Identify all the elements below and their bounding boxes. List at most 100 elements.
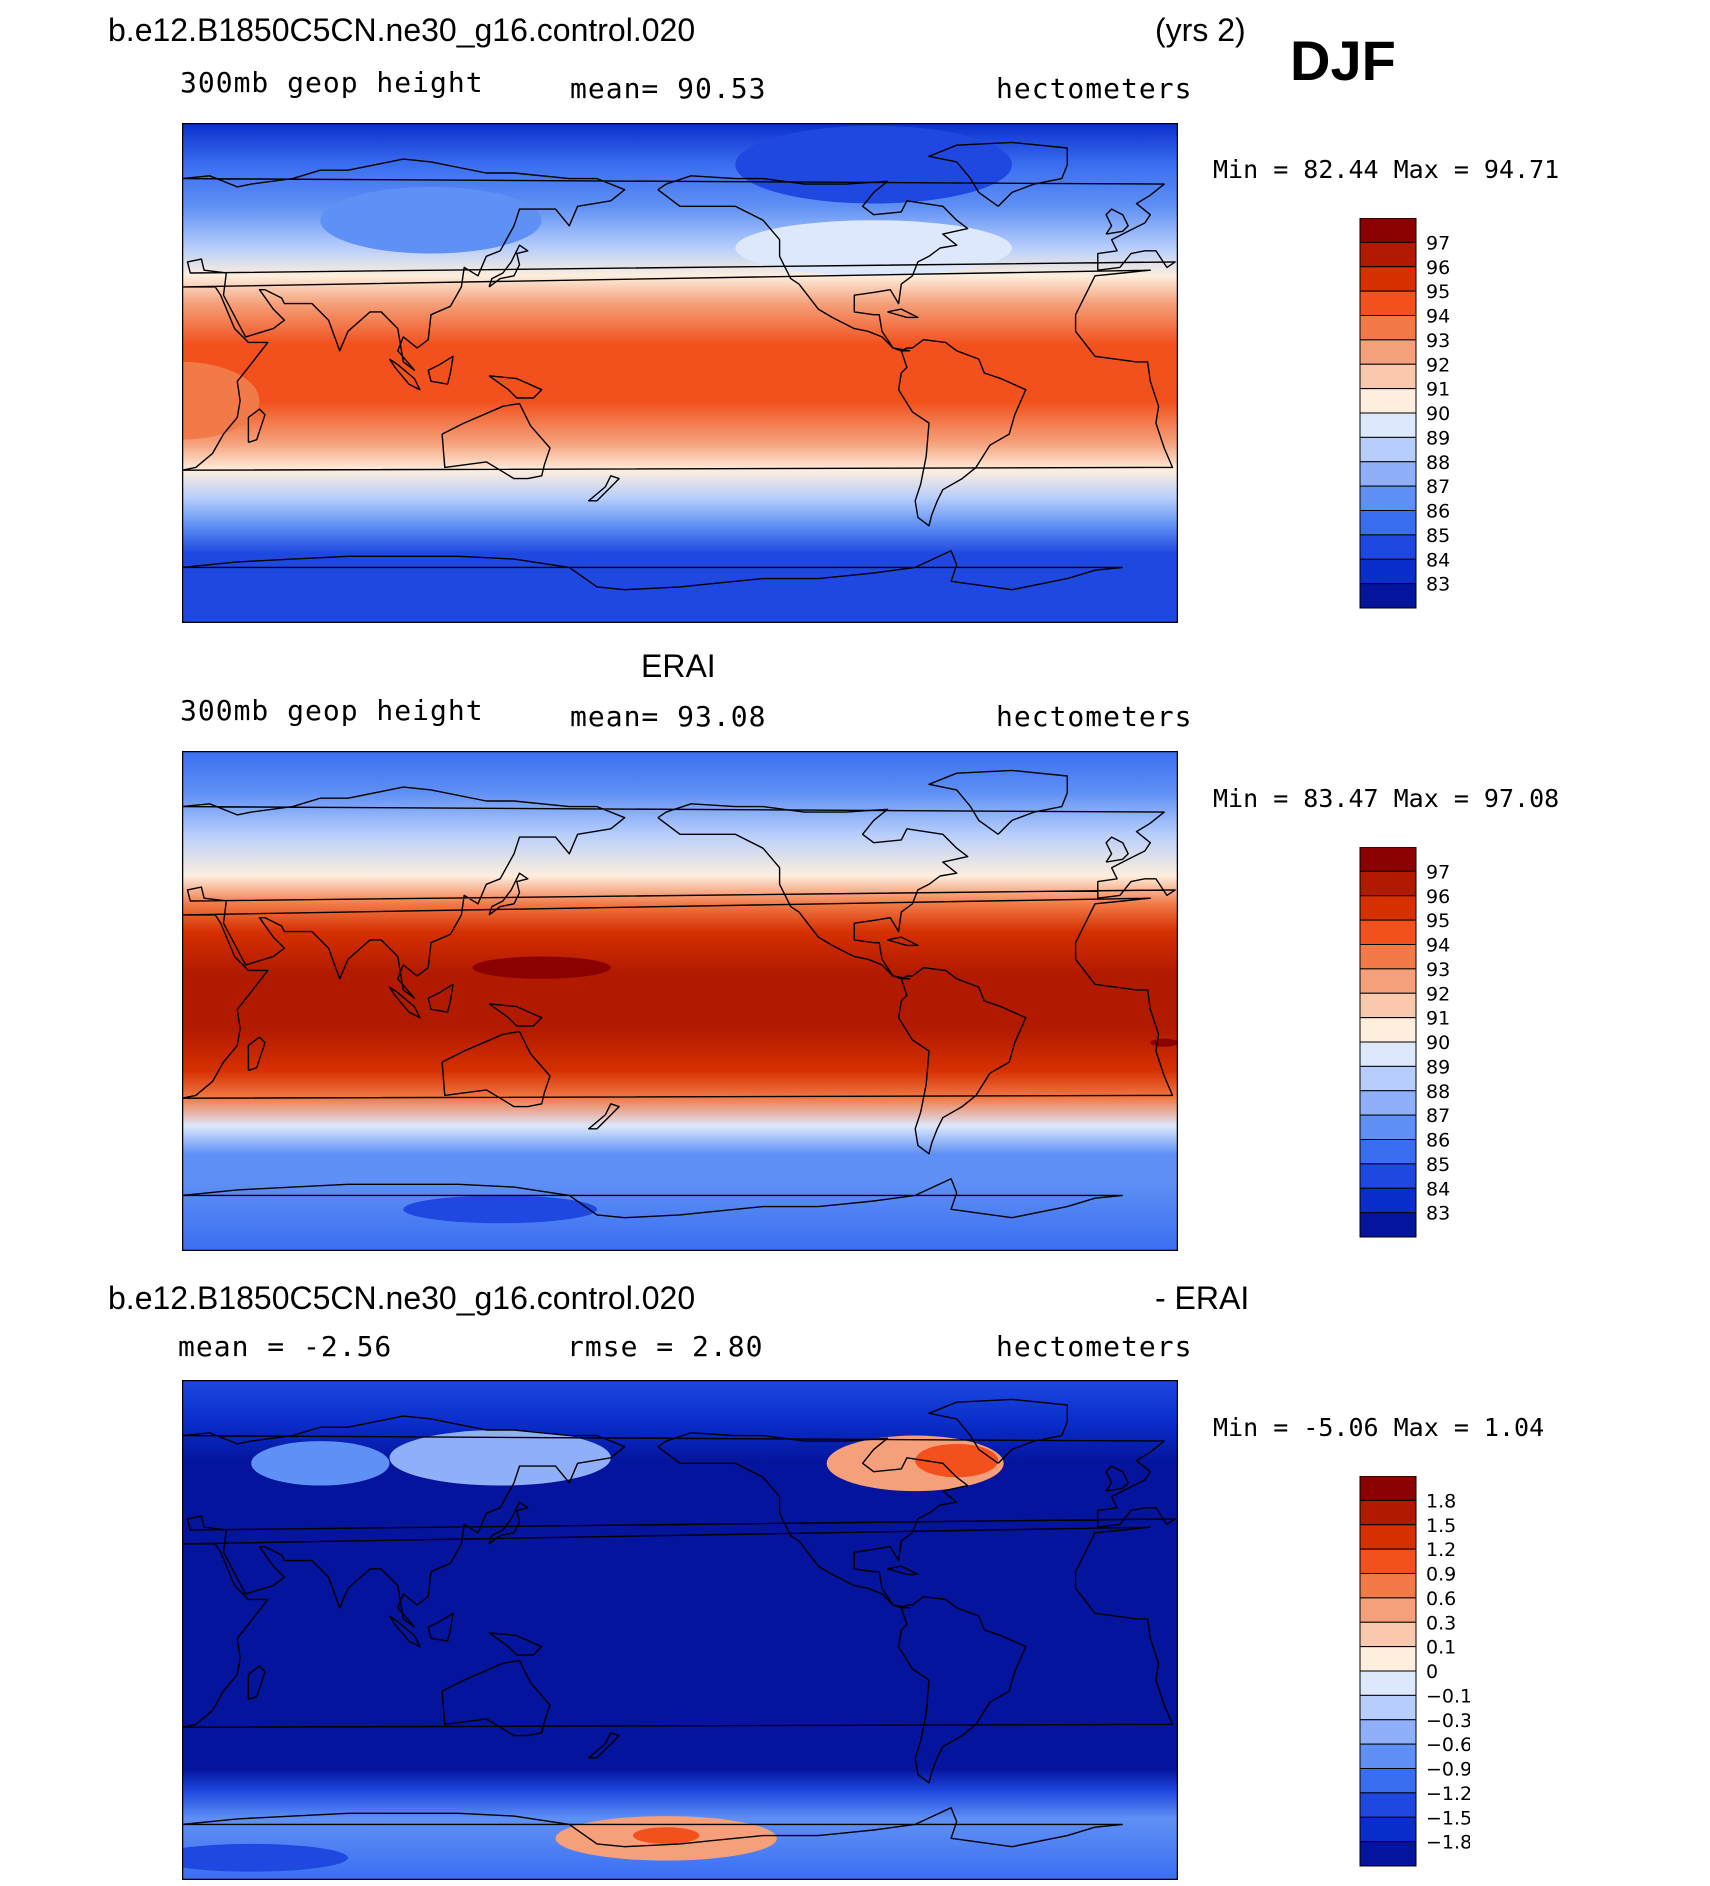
colorbar-tick-label: 86	[1426, 1130, 1450, 1152]
diff-model-title: b.e12.B1850C5CN.ne30_g16.control.020	[108, 1280, 696, 1316]
coastline	[488, 1003, 543, 1027]
colorbar-swatch	[1359, 363, 1417, 390]
colorbar-tick-label: 87	[1426, 1105, 1450, 1127]
colorbar-tick-label: 94	[1426, 306, 1450, 328]
colorbar-swatch	[1359, 992, 1417, 1019]
colorbar-tick-label: 83	[1426, 574, 1450, 596]
coastline	[488, 375, 543, 399]
colorbar-swatch	[1359, 1841, 1417, 1867]
colorbar-tick-label: 85	[1426, 525, 1450, 547]
colorbar-swatch	[1359, 1065, 1417, 1092]
coastline	[657, 175, 1027, 527]
min-max-label: Min = -5.06 Max = 1.04	[1213, 1413, 1545, 1442]
diff-mean-label: mean = -2.56	[178, 1330, 393, 1363]
colorbar-tick-label: 90	[1426, 1032, 1450, 1054]
map-frame	[182, 751, 1178, 1251]
coastlines	[182, 1398, 1176, 1848]
coastlines	[182, 769, 1176, 1219]
coastline	[182, 786, 1176, 999]
colorbar-swatch	[1359, 847, 1417, 872]
coastline	[928, 1398, 1068, 1464]
years-label: (yrs 2)	[1155, 12, 1246, 48]
colorbar-swatch	[1359, 290, 1417, 316]
coastline	[657, 803, 1027, 1155]
difference-map	[182, 1380, 1178, 1880]
coastline	[441, 1030, 551, 1108]
coastlines	[182, 141, 1176, 591]
units-label: hectometers	[996, 1330, 1193, 1363]
colorbar-tick-label: 0.1	[1426, 1637, 1456, 1659]
field-anomaly	[389, 1430, 611, 1486]
colorbar-swatch	[1359, 1768, 1417, 1794]
units-label: hectometers	[996, 72, 1193, 105]
colorbar-tick-label: 89	[1426, 1056, 1450, 1078]
colorbar-tick-label: 83	[1426, 1203, 1450, 1225]
obs-map	[182, 751, 1178, 1251]
colorbar-swatch	[1359, 558, 1417, 585]
colorbar-tick-label: 88	[1426, 1081, 1450, 1103]
field-anomaly	[320, 186, 542, 254]
coastline	[588, 475, 620, 502]
colorbar-swatch	[1359, 266, 1417, 292]
coastline	[182, 1178, 1123, 1219]
model-map	[182, 123, 1178, 623]
colorbar-swatch	[1359, 870, 1417, 897]
coastline	[427, 983, 454, 1013]
colorbar-swatch	[1359, 1090, 1417, 1116]
colorbar-swatch	[1359, 1573, 1417, 1599]
colorbar-swatch	[1359, 436, 1417, 463]
colorbar-tick-label: 96	[1426, 257, 1450, 279]
colorbar-swatch	[1359, 919, 1417, 945]
coastline	[441, 1659, 551, 1737]
coastline	[182, 1415, 1176, 1628]
mean-label: mean= 90.53	[570, 72, 767, 105]
coastline	[928, 769, 1068, 835]
colorbar-tick-label: 91	[1426, 379, 1450, 401]
colorbar-swatch	[1359, 315, 1417, 341]
colorbar-swatch	[1359, 1694, 1417, 1721]
colorbar-swatch	[1359, 968, 1417, 994]
field-anomaly	[403, 1195, 597, 1224]
coastline	[488, 872, 529, 916]
colorbar-tick-label: −1.2	[1426, 1783, 1470, 1805]
colorbar-tick-label: 95	[1426, 281, 1450, 303]
colorbar-swatch	[1359, 583, 1417, 609]
colorbar-swatch	[1359, 1476, 1417, 1501]
colorbar-tick-label: 0.3	[1426, 1612, 1456, 1634]
season-label: DJF	[1290, 29, 1396, 92]
coastline	[427, 355, 454, 385]
colorbar-swatch	[1359, 1719, 1417, 1745]
diff-rmse-label: rmse = 2.80	[567, 1330, 764, 1363]
coastline	[588, 1732, 620, 1759]
colorbar-tick-label: 0.9	[1426, 1564, 1456, 1586]
colorbar-tick-label: 93	[1426, 330, 1450, 352]
coastline	[182, 269, 1174, 471]
colorbar-swatch	[1359, 1041, 1417, 1067]
field-background	[182, 123, 1178, 623]
mean-label: mean= 93.08	[570, 700, 767, 733]
colorbar-tick-label: 87	[1426, 476, 1450, 498]
colorbar-swatch	[1359, 1499, 1417, 1526]
colorbar-swatch	[1359, 895, 1417, 921]
coastline	[887, 1565, 919, 1576]
min-max-label: Min = 82.44 Max = 94.71	[1213, 155, 1560, 184]
colorbar-tick-label: −0.6	[1426, 1734, 1470, 1756]
coastline	[388, 986, 421, 1019]
colorbar-swatch	[1359, 388, 1417, 414]
field-anomaly	[472, 956, 611, 979]
map-frame	[182, 1380, 1178, 1880]
colorbar-swatch	[1359, 461, 1417, 487]
colorbar-swatch	[1359, 1792, 1417, 1818]
colorbar-swatch	[1359, 412, 1417, 438]
colorbar-tick-label: 90	[1426, 403, 1450, 425]
colorbar-tick-label: 91	[1426, 1008, 1450, 1030]
field-background	[182, 751, 1178, 1251]
colorbar-swatch	[1359, 1163, 1417, 1189]
coastline	[388, 358, 421, 391]
colorbar-swatch	[1359, 1743, 1417, 1769]
colorbar-swatch	[1359, 485, 1417, 511]
coastline	[1105, 836, 1129, 863]
coastline	[182, 158, 1176, 371]
colorbar-tick-label: 97	[1426, 232, 1450, 254]
